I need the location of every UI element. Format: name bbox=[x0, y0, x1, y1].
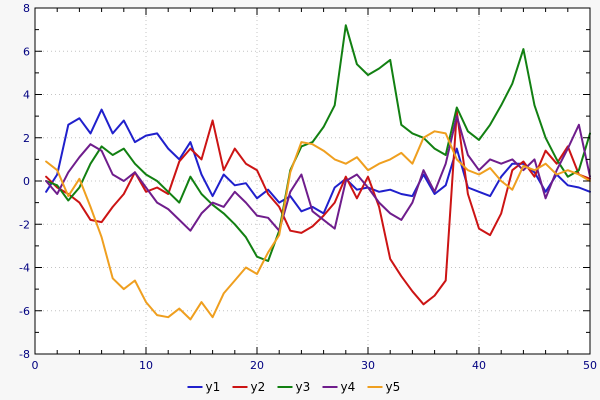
x-tick-label: 40 bbox=[472, 359, 486, 372]
x-tick-label: 10 bbox=[139, 359, 153, 372]
y-tick-label: 4 bbox=[23, 89, 30, 102]
x-tick-label: 0 bbox=[32, 359, 39, 372]
y-tick-label: -8 bbox=[19, 348, 30, 361]
y-tick-label: -6 bbox=[19, 305, 30, 318]
series-y5 bbox=[45, 130, 591, 321]
legend-label-y4: y4 bbox=[341, 380, 356, 394]
x-tick-label: 30 bbox=[361, 359, 375, 372]
series-y3 bbox=[45, 24, 591, 262]
legend-item-y5: y5 bbox=[367, 380, 401, 394]
legend-item-y3: y3 bbox=[277, 380, 311, 394]
series-line-y5 bbox=[45, 130, 591, 321]
legend: y1 y2 y3 y4 y5 bbox=[187, 380, 401, 394]
y-tick-labels: -8 -6 -4 -2 0 2 4 6 8 bbox=[19, 2, 30, 361]
axis-ticks bbox=[34, 7, 591, 355]
legend-label-y5: y5 bbox=[386, 380, 401, 394]
series-line-y3 bbox=[45, 24, 591, 262]
grid-lines bbox=[35, 8, 590, 354]
y-tick-label: 6 bbox=[23, 45, 30, 58]
y-tick-label: 2 bbox=[23, 132, 30, 145]
y-tick-label: -2 bbox=[19, 218, 30, 231]
series-line-y4 bbox=[45, 115, 591, 232]
x-tick-labels: 0 10 20 30 40 50 bbox=[32, 359, 598, 372]
y-tick-label: 0 bbox=[23, 175, 30, 188]
legend-item-y2: y2 bbox=[232, 380, 266, 394]
legend-item-y4: y4 bbox=[322, 380, 356, 394]
x-tick-label: 20 bbox=[250, 359, 264, 372]
series-y4 bbox=[45, 115, 591, 232]
y-tick-label: -4 bbox=[19, 262, 30, 275]
legend-label-y3: y3 bbox=[296, 380, 311, 394]
legend-item-y1: y1 bbox=[187, 380, 221, 394]
legend-label-y2: y2 bbox=[251, 380, 266, 394]
legend-label-y1: y1 bbox=[206, 380, 221, 394]
plot-background bbox=[35, 8, 590, 354]
y-tick-label: 8 bbox=[23, 2, 30, 15]
x-tick-label: 50 bbox=[583, 359, 597, 372]
